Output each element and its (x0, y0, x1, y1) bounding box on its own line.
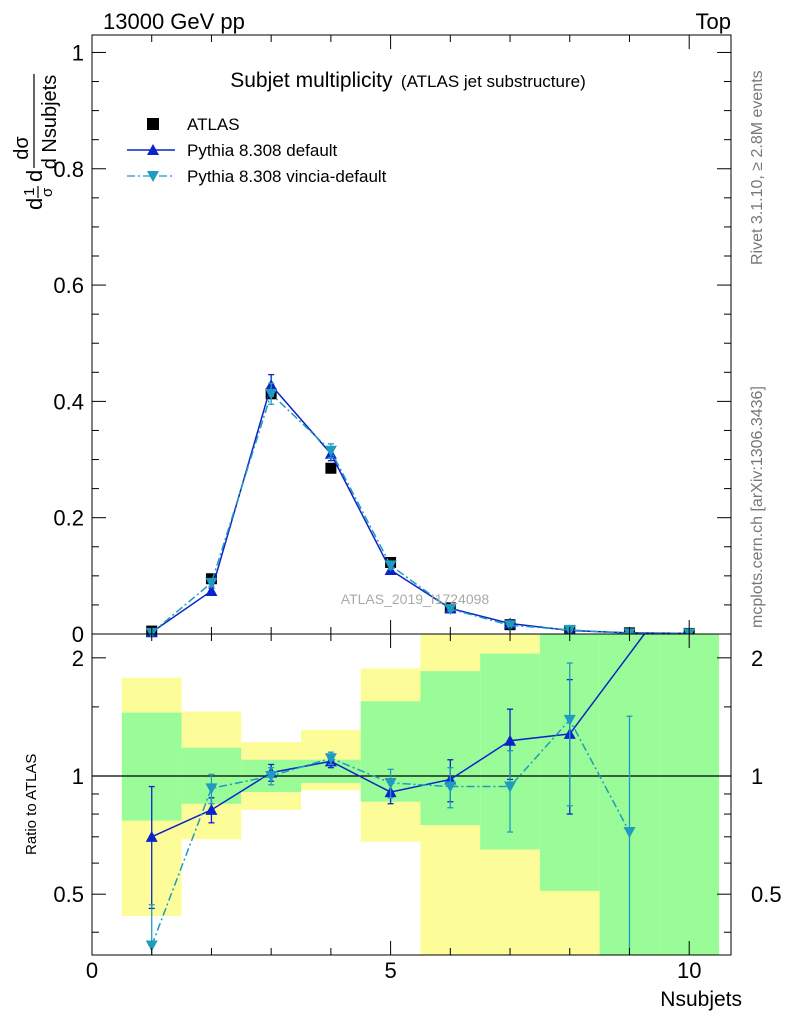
ratio-vincia-point (205, 783, 218, 795)
main-title: Subjet multiplicity (ATLAS jet substruct… (230, 69, 586, 92)
ratio-y-tick-label-right: 2 (751, 646, 763, 671)
default-data-point (205, 584, 218, 596)
ratio-panel-marks (145, 634, 646, 955)
main-y-tick-label: 0 (72, 622, 84, 647)
ylabel-sigma: σ (39, 187, 56, 197)
legend-default-marker (147, 144, 159, 155)
legend-atlas-marker (147, 118, 159, 130)
x-tick-label: 0 (86, 958, 98, 983)
ratio-ylabel: Ratio to ATLAS (23, 754, 40, 855)
legend-atlas-label: ATLAS (187, 115, 240, 134)
vincia-data-point (444, 603, 457, 615)
rivet-label: Rivet 3.1.10, ≥ 2.8M events (749, 70, 766, 265)
green-band-bin (659, 634, 720, 955)
main-y-tick-label: 0.2 (53, 506, 84, 531)
main-y-tick-label: 0.8 (53, 157, 84, 182)
ratio-panel-axes: 0.5 0.5 1 1 2 2 0 5 10 (53, 634, 782, 983)
ratio-y-tick-label: 1 (72, 764, 84, 789)
ratio-vincia-point (324, 753, 337, 765)
ylabel-one: 1 (21, 188, 38, 196)
ratio-vincia-point (444, 781, 457, 793)
main-y-tick-label: 1 (72, 40, 84, 65)
main-y-tick-label: 0.4 (53, 389, 84, 414)
ratio-default-point (205, 803, 218, 815)
vincia-data-point (504, 620, 517, 632)
x-tick-label: 5 (384, 958, 396, 983)
ylabel-dnsubjets: d Nsubjets (39, 75, 61, 170)
energy-label: 13000 GeV pp (103, 9, 245, 34)
legend-vincia-marker (147, 171, 159, 182)
green-band-bin (301, 759, 361, 783)
ratio-bands (92, 634, 731, 955)
ratio-clipped-group (145, 634, 646, 955)
ratio-vincia-point (384, 777, 397, 789)
process-label: Top (696, 9, 731, 34)
main-series-line-2 (151, 392, 690, 635)
ratio-y-tick-label-right: 1 (751, 764, 763, 789)
ratio-y-tick-label-right: 0.5 (751, 882, 782, 907)
x-tick-label: 10 (677, 958, 701, 983)
legend: ATLAS Pythia 8.308 default Pythia 8.308 … (127, 115, 387, 186)
legend-vincia-label: Pythia 8.308 vincia-default (187, 167, 387, 186)
ratio-vincia-point (623, 827, 636, 839)
ratio-y-tick-label: 2 (72, 646, 84, 671)
main-ylabel: d 1 σ d dσ d Nsubjets (11, 74, 61, 210)
ylabel-d1: d (22, 198, 47, 210)
vincia-data-point (265, 388, 278, 400)
ylabel-d2: d (22, 170, 47, 182)
ratio-default-point (145, 830, 158, 842)
ratio-vincia-point (145, 940, 158, 952)
ratio-vincia-point (563, 714, 576, 726)
ratio-panel-frame (91, 633, 732, 956)
vincia-data-point (384, 560, 397, 572)
atlas-data-point (325, 462, 337, 474)
ratio-vincia-point (504, 781, 517, 793)
ratio-y-tick-label: 0.5 (53, 882, 84, 907)
x-axis-label: Nsubjets (660, 988, 742, 1011)
main-panel-axes: 0 0.2 0.4 0.6 0.8 1 (53, 35, 731, 647)
analysis-watermark: ATLAS_2019_I1724098 (341, 591, 490, 607)
legend-default-label: Pythia 8.308 default (187, 141, 338, 160)
vincia-data-point (205, 577, 218, 589)
ylabel-dsigma: dσ (11, 136, 33, 160)
mcplots-label: mcplots.cern.ch [arXiv:1306.3436] (749, 386, 766, 628)
ratio-vincia-point (265, 771, 278, 783)
ratio-default-point (504, 734, 517, 746)
vincia-data-point (324, 445, 337, 457)
main-y-tick-label: 0.6 (53, 273, 84, 298)
